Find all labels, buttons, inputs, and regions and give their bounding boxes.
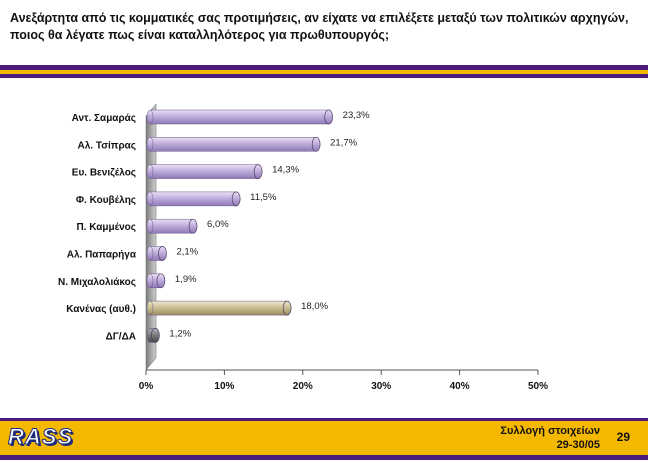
value-label: 18,0% bbox=[301, 301, 328, 312]
x-tick-label: 50% bbox=[528, 381, 548, 392]
collection-info: Συλλογή στοιχείων 29-30/05 bbox=[500, 424, 600, 452]
bar-end-cap bbox=[324, 109, 334, 125]
bottom-band-purple-2 bbox=[0, 455, 648, 460]
value-label: 6,0% bbox=[207, 219, 229, 230]
bar-group: Ν. Μιχαλολιάκος 1,9% bbox=[58, 273, 197, 289]
category-label: Αντ. Σαμαράς bbox=[72, 113, 136, 124]
value-label: 23,3% bbox=[343, 110, 370, 121]
bar bbox=[149, 164, 259, 179]
bar-base-cap bbox=[146, 164, 154, 179]
bar-end-cap bbox=[188, 218, 198, 234]
bar-group: Π. Καμμένος 6,0% bbox=[76, 218, 229, 234]
collection-label: Συλλογή στοιχείων bbox=[500, 425, 600, 437]
bar-group: Ευ. Βενιζέλος 14,3% bbox=[72, 164, 300, 179]
bar-base-cap bbox=[146, 273, 154, 289]
x-tick-label: 30% bbox=[371, 381, 391, 392]
category-label: Αλ. Παπαρήγα bbox=[67, 250, 137, 261]
x-tick-label: 40% bbox=[450, 381, 470, 392]
category-label: Ευ. Βενιζέλος bbox=[72, 168, 136, 179]
bar-base-cap bbox=[146, 137, 154, 152]
bars: Αντ. Σαμαράς 23,3% Αλ. Τσίπρας 21,7% Ευ. Βεν… bbox=[58, 109, 370, 343]
category-label: Κανένας (αυθ.) bbox=[66, 304, 136, 315]
bar-end-cap bbox=[231, 191, 241, 207]
bar-base-cap bbox=[146, 191, 154, 207]
value-label: 1,9% bbox=[175, 274, 197, 285]
bar bbox=[149, 191, 237, 207]
bar-end-cap bbox=[156, 273, 166, 289]
page-number: 29 bbox=[616, 430, 630, 444]
top-band-gold bbox=[0, 70, 648, 74]
category-label: ΔΓ/ΔΑ bbox=[106, 331, 136, 342]
value-label: 21,7% bbox=[330, 137, 357, 148]
bar-group: Αντ. Σαμαράς 23,3% bbox=[72, 109, 370, 125]
x-tick-label: 10% bbox=[214, 381, 234, 392]
bar-end-cap bbox=[253, 164, 263, 179]
rass-logo: RASS bbox=[7, 424, 74, 450]
category-label: Π. Καμμένος bbox=[76, 222, 136, 233]
value-label: 14,3% bbox=[272, 165, 299, 176]
category-label: Ν. Μιχαλολιάκος bbox=[58, 277, 136, 288]
top-band-purple bbox=[0, 65, 648, 70]
bar-group: Αλ. Παπαρήγα 2,1% bbox=[67, 246, 199, 261]
bar bbox=[149, 109, 329, 125]
x-tick-label: 0% bbox=[139, 381, 154, 392]
bar-group: Αλ. Τσίπρας 21,7% bbox=[77, 136, 358, 152]
bar-group: ΔΓ/ΔΑ 1,2% bbox=[106, 328, 192, 343]
x-tick-label: 20% bbox=[293, 381, 313, 392]
bar bbox=[149, 300, 288, 316]
category-label: Φ. Κουβέλης bbox=[76, 195, 136, 206]
bar-base-cap bbox=[146, 109, 154, 125]
page-title: Ανεξάρτητα από τις κομματικές σας προτιμ… bbox=[10, 11, 629, 42]
category-label: Αλ. Τσίπρας bbox=[77, 140, 136, 151]
bar-group: Φ. Κουβέλης 11,5% bbox=[76, 191, 277, 207]
top-band-purple-2 bbox=[0, 74, 648, 78]
bar-base-cap bbox=[146, 246, 154, 261]
value-label: 11,5% bbox=[250, 192, 277, 203]
bar-end-cap bbox=[282, 300, 292, 316]
collection-dates: 29-30/05 bbox=[556, 439, 600, 451]
bottom-band-gold bbox=[0, 421, 648, 455]
bar-base-cap bbox=[146, 218, 154, 234]
bottom-band-purple bbox=[0, 418, 648, 421]
bar-end-cap bbox=[151, 328, 160, 343]
bar-chart: 0% 10% 20% 30% 40% 50% Αντ. Σαμαράς 23,3% Αλ. Τ… bbox=[58, 103, 548, 392]
x-axis-ticks: 0% 10% 20% 30% 40% 50% bbox=[139, 370, 548, 392]
value-label: 1,2% bbox=[169, 328, 191, 339]
bar-end-cap bbox=[311, 136, 321, 152]
bar bbox=[149, 218, 194, 234]
bar bbox=[149, 137, 317, 152]
bar-base-cap bbox=[146, 300, 154, 316]
value-label: 2,1% bbox=[176, 247, 198, 258]
bar-group: Κανένας (αυθ.) 18,0% bbox=[66, 300, 329, 316]
bar-end-cap bbox=[158, 246, 167, 261]
